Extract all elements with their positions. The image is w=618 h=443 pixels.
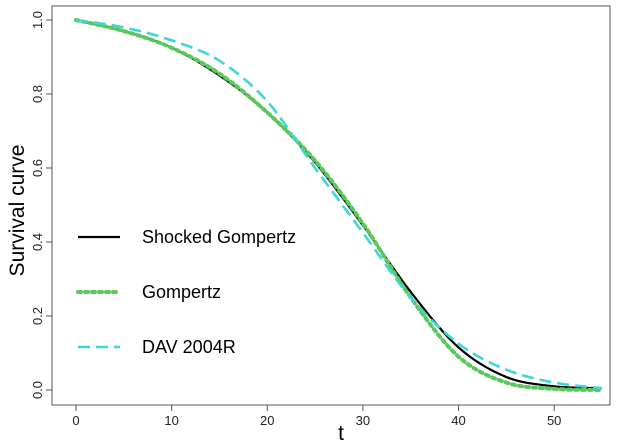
- series-layer: [74, 18, 604, 392]
- legend: Shocked Gompertz Gompertz DAV 2004R: [76, 227, 296, 357]
- x-tick-label: 0: [72, 413, 79, 428]
- y-tick-label: 0.4: [30, 233, 45, 251]
- y-axis-title: Survival curve: [6, 145, 29, 277]
- x-tick-label: 30: [356, 413, 370, 428]
- x-tick-label: 50: [547, 413, 561, 428]
- y-tick-label: 0.6: [30, 159, 45, 177]
- legend-label-2: Gompertz: [142, 282, 221, 302]
- y-tick-label: 0.0: [30, 381, 45, 399]
- x-tick-label: 40: [451, 413, 465, 428]
- y-axis: 0.0 0.2 0.4 0.6 0.8 1.0: [30, 11, 53, 399]
- x-axis: 0 10 20 30 40 50: [72, 404, 561, 428]
- x-tick-label: 10: [164, 413, 178, 428]
- x-tick-label: 20: [260, 413, 274, 428]
- y-tick-label: 0.2: [30, 307, 45, 325]
- y-tick-label: 0.8: [30, 85, 45, 103]
- y-tick-label: 1.0: [30, 11, 45, 29]
- series-line-1: [75, 18, 603, 390]
- legend-label-1: Shocked Gompertz: [142, 227, 296, 247]
- plot-border: [51, 5, 611, 406]
- x-axis-title: t: [338, 422, 344, 443]
- plot-frame: [51, 5, 611, 406]
- series-line-3: [75, 18, 603, 390]
- legend-label-3: DAV 2004R: [142, 337, 236, 357]
- series-line-2: [74, 18, 604, 392]
